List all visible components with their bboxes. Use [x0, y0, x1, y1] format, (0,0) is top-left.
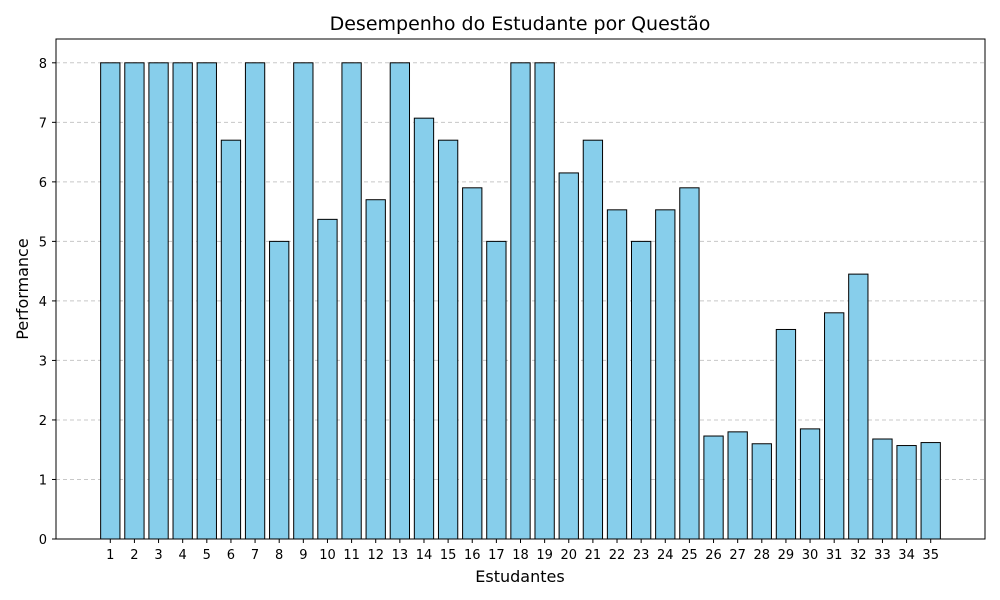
chart-title: Desempenho do Estudante por Questão [330, 13, 711, 35]
x-tick-label: 12 [367, 548, 384, 563]
y-tick-label: 4 [39, 295, 47, 310]
y-tick-label: 5 [39, 235, 47, 250]
bar-29 [775, 328, 797, 540]
bar-16 [462, 187, 483, 540]
bars [100, 62, 941, 540]
x-tick-label: 10 [319, 548, 336, 563]
x-tick-label: 20 [560, 548, 577, 563]
x-tick-label: 24 [657, 548, 674, 563]
x-tick-label: 15 [440, 548, 457, 563]
bar-3 [148, 62, 169, 540]
bar-6 [220, 139, 242, 540]
x-tick-label: 5 [203, 548, 211, 563]
x-tick-label: 3 [154, 548, 162, 563]
bar-24 [655, 209, 676, 540]
x-tick-label: 2 [130, 548, 138, 563]
x-tick-label: 21 [585, 548, 602, 563]
y-axis-title: Performance [13, 238, 32, 339]
x-tick-label: 11 [343, 548, 360, 563]
y-axis-ticks: 0 1 2 3 4 5 6 7 8 [39, 57, 56, 548]
bar-10 [317, 218, 338, 540]
x-tick-label: 34 [898, 548, 915, 563]
x-tick-label: 35 [922, 548, 939, 563]
x-tick-label: 1 [106, 548, 114, 563]
y-tick-label: 2 [39, 414, 47, 429]
bar-28 [751, 443, 772, 540]
bar-25 [679, 187, 700, 540]
bar-17 [486, 240, 507, 540]
x-tick-label: 19 [536, 548, 553, 563]
bar-21 [582, 139, 604, 540]
bar-35 [920, 442, 941, 540]
x-axis-ticks: 1 2 3 4 5 6 7 8 9 10 11 12 13 14 15 16 17 18 19 20 21 22 23 24 2… [106, 539, 939, 563]
x-tick-label: 16 [464, 548, 481, 563]
x-tick-label: 18 [512, 548, 529, 563]
x-tick-label: 6 [227, 548, 235, 563]
bar-12 [365, 199, 386, 540]
x-tick-label: 13 [392, 548, 409, 563]
bar-2 [124, 62, 145, 540]
x-axis-title: Estudantes [475, 567, 564, 586]
bar-7 [244, 62, 266, 540]
bar-27 [727, 431, 748, 540]
bar-11 [341, 62, 362, 540]
bar-20 [558, 172, 579, 540]
bar-23 [630, 240, 652, 540]
y-tick-label: 8 [39, 57, 47, 72]
x-tick-label: 23 [633, 548, 650, 563]
bar-31 [824, 312, 845, 540]
bar-32 [848, 273, 869, 540]
x-tick-label: 4 [179, 548, 187, 563]
x-tick-label: 8 [275, 548, 283, 563]
bar-9 [293, 62, 314, 540]
x-tick-label: 28 [754, 548, 771, 563]
x-tick-label: 26 [705, 548, 722, 563]
y-tick-label: 3 [39, 354, 47, 369]
bar-14 [413, 117, 435, 540]
bar-19 [534, 62, 555, 540]
x-tick-label: 27 [729, 548, 746, 563]
bar-15 [437, 139, 459, 540]
bar-34 [896, 445, 917, 540]
x-tick-label: 29 [778, 548, 795, 563]
y-tick-label: 6 [39, 176, 47, 191]
bar-30 [799, 428, 821, 540]
bar-22 [606, 209, 628, 540]
bar-33 [872, 438, 893, 540]
bar-4 [172, 62, 193, 540]
y-tick-label: 7 [39, 116, 47, 131]
y-tick-label: 1 [39, 473, 47, 488]
x-tick-label: 25 [681, 548, 698, 563]
bar-5 [196, 62, 217, 540]
bar-13 [389, 62, 411, 540]
bar-26 [703, 435, 724, 540]
x-tick-label: 30 [802, 548, 819, 563]
bar-18 [510, 62, 531, 540]
x-tick-label: 22 [609, 548, 626, 563]
bar-8 [269, 240, 290, 540]
x-tick-label: 31 [826, 548, 843, 563]
x-tick-label: 32 [850, 548, 867, 563]
x-tick-label: 33 [874, 548, 891, 563]
x-tick-label: 7 [251, 548, 259, 563]
bar-1 [100, 62, 121, 540]
x-tick-label: 14 [416, 548, 433, 563]
y-tick-label: 0 [39, 533, 47, 548]
x-tick-label: 9 [299, 548, 307, 563]
x-tick-label: 17 [488, 548, 505, 563]
